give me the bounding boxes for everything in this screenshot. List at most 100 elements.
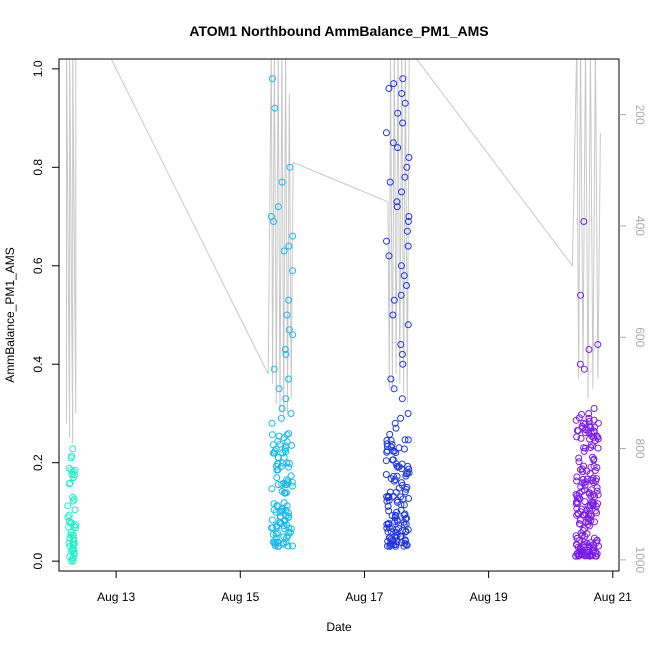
data-point <box>404 462 412 470</box>
data-point <box>405 154 413 161</box>
data-point <box>390 447 398 455</box>
data-point <box>268 419 276 427</box>
data-point <box>280 525 288 533</box>
data-point <box>69 541 77 549</box>
data-point <box>394 109 402 117</box>
data-point <box>578 410 585 418</box>
data-point <box>272 530 280 538</box>
data-point <box>390 80 398 88</box>
data-point <box>70 495 78 503</box>
data-point <box>589 453 596 461</box>
right-tick-label: 600 <box>633 327 647 347</box>
x-axis: Aug 13 Aug 15 Aug 17 Aug 19 Aug 21 <box>97 571 632 604</box>
data-point <box>585 414 593 422</box>
data-point <box>390 477 398 485</box>
data-point <box>402 541 410 549</box>
data-point <box>580 462 588 470</box>
data-point <box>587 551 595 559</box>
data-point <box>282 442 290 450</box>
chart-title: ATOM1 Northbound AmmBalance_PM1_AMS <box>189 23 488 39</box>
data-point <box>392 512 400 520</box>
data-point <box>587 441 595 449</box>
data-point <box>397 291 405 299</box>
data-point <box>594 433 602 441</box>
y-tick-label: 0.0 <box>31 552 45 569</box>
data-point <box>576 548 584 556</box>
data-point <box>576 520 584 528</box>
data-point <box>69 531 77 539</box>
data-point <box>404 218 412 225</box>
data-point <box>393 508 401 516</box>
data-point <box>274 481 282 489</box>
data-point <box>398 188 405 196</box>
data-point <box>69 557 77 565</box>
y-tick-label: 0.6 <box>31 257 45 274</box>
data-point <box>586 552 594 560</box>
data-point <box>282 395 290 403</box>
data-point <box>281 489 289 497</box>
data-point <box>268 75 276 83</box>
data-point <box>268 485 276 493</box>
data-point <box>393 198 401 206</box>
data-point <box>278 178 286 186</box>
data-point <box>272 534 280 542</box>
data-point <box>280 539 288 547</box>
data-point <box>577 434 585 442</box>
data-point <box>284 532 292 540</box>
data-point <box>72 521 80 529</box>
data-point <box>573 505 581 512</box>
data-point <box>404 410 412 417</box>
data-point <box>284 514 292 522</box>
data-point <box>572 416 580 424</box>
data-point <box>283 534 291 542</box>
right-tick-label: 400 <box>633 216 647 236</box>
data-point <box>285 242 293 250</box>
data-point <box>395 463 403 471</box>
data-point <box>65 464 73 472</box>
data-point <box>581 481 589 489</box>
data-point <box>289 267 297 275</box>
data-point <box>392 528 400 536</box>
data-point <box>594 444 602 452</box>
data-point <box>390 296 398 304</box>
data-point <box>387 535 395 543</box>
data-point <box>394 498 401 506</box>
data-point <box>401 436 409 444</box>
data-point <box>400 501 408 509</box>
data-point <box>397 414 405 422</box>
data-point <box>585 410 593 417</box>
data-point <box>400 445 408 453</box>
data-point <box>387 528 395 536</box>
data-point <box>589 491 597 499</box>
data-point <box>72 524 79 532</box>
data-point <box>574 499 582 507</box>
y-tick-label: 1.0 <box>31 60 45 77</box>
data-point <box>401 539 409 547</box>
data-point <box>273 474 281 482</box>
data-point <box>573 427 581 434</box>
data-point <box>579 419 587 427</box>
data-point <box>580 447 588 455</box>
data-point <box>283 438 291 446</box>
data-point <box>587 517 595 524</box>
cluster-aug-12 <box>64 445 80 565</box>
data-point <box>593 464 601 471</box>
data-point <box>582 518 590 526</box>
data-point <box>398 465 405 473</box>
data-point <box>393 203 401 211</box>
data-point <box>392 449 400 457</box>
data-point <box>287 410 295 417</box>
y-tick-label: 0.8 <box>31 159 45 176</box>
data-point <box>278 480 286 488</box>
data-point <box>402 527 410 535</box>
data-point <box>383 237 390 245</box>
scatter-points-layer <box>64 75 602 565</box>
data-point <box>595 542 602 550</box>
data-point <box>274 454 282 462</box>
data-point <box>282 350 290 358</box>
data-point <box>279 459 287 467</box>
data-point <box>274 203 282 211</box>
data-point <box>577 291 584 299</box>
data-point <box>71 506 79 514</box>
